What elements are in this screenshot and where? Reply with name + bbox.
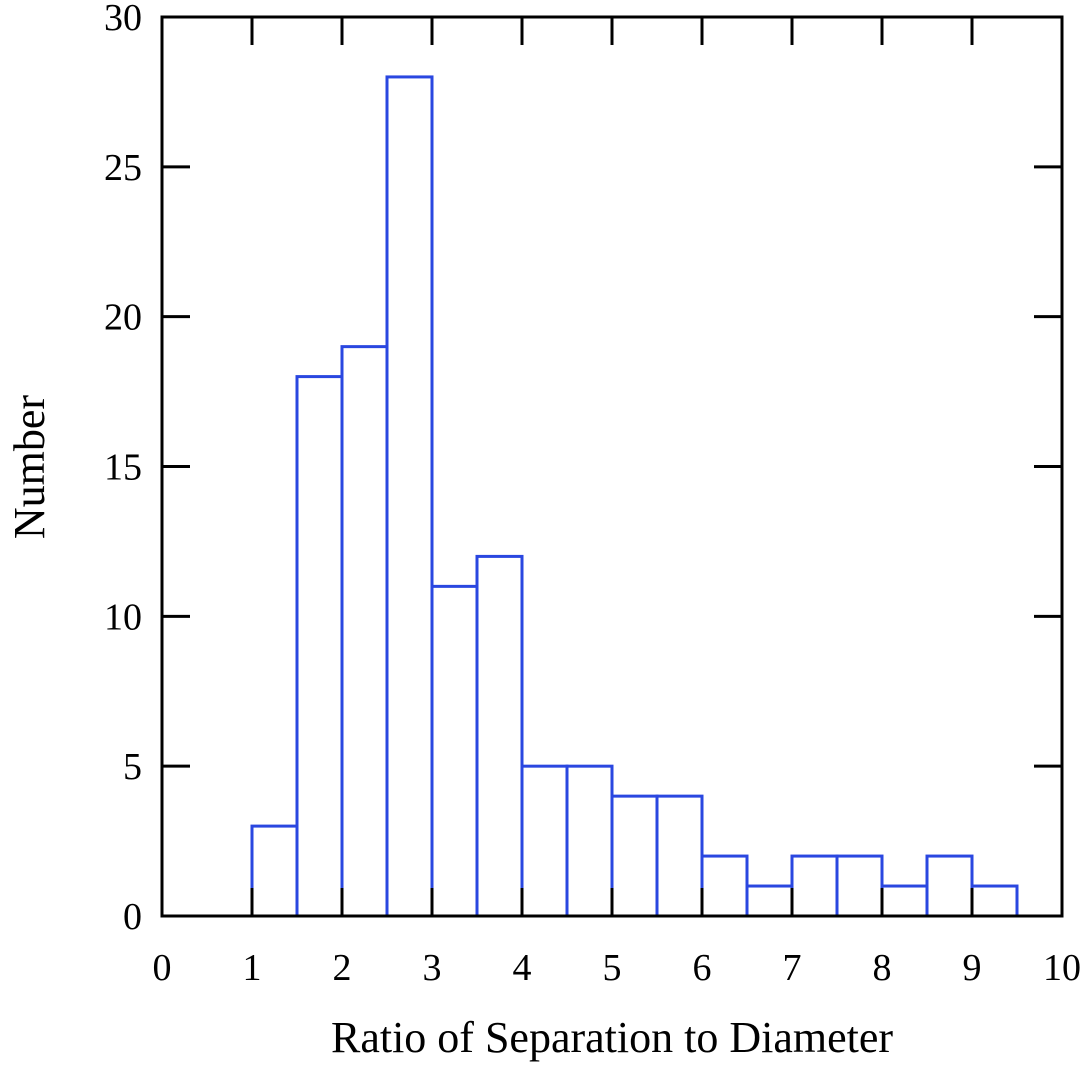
y-tick-label-0: 0 bbox=[123, 896, 142, 938]
histogram-bar-10 bbox=[700, 854, 749, 918]
x-tick-label-5: 5 bbox=[603, 947, 622, 989]
histogram-bar-2 bbox=[340, 345, 389, 918]
histogram-bar-9 bbox=[655, 794, 704, 918]
histogram-bar-14 bbox=[880, 884, 929, 918]
y-tick-label-3: 15 bbox=[104, 447, 142, 489]
histogram-bar-6 bbox=[520, 764, 569, 918]
y-tick-label-6: 30 bbox=[104, 0, 142, 39]
histogram-bar-4 bbox=[430, 584, 479, 918]
x-tick-label-8: 8 bbox=[873, 947, 892, 989]
histogram-bar-7 bbox=[565, 764, 614, 918]
x-axis-label: Ratio of Separation to Diameter bbox=[331, 1013, 893, 1062]
x-tick-label-2: 2 bbox=[333, 947, 352, 989]
histogram-bar-1 bbox=[295, 375, 344, 918]
x-tick-label-9: 9 bbox=[963, 947, 982, 989]
histogram-bar-12 bbox=[790, 854, 839, 918]
histogram-bar-11 bbox=[745, 884, 794, 918]
histogram-bars bbox=[250, 75, 1019, 918]
y-axis-tick-labels: 0 5 10 15 20 25 30 bbox=[104, 0, 142, 938]
x-tick-label-7: 7 bbox=[783, 947, 802, 989]
axis-ticks bbox=[162, 17, 1062, 916]
x-tick-label-6: 6 bbox=[693, 947, 712, 989]
x-axis-tick-labels: 0 1 2 3 4 5 6 7 8 9 10 bbox=[153, 947, 1082, 989]
histogram-bar-16 bbox=[970, 884, 1019, 918]
y-tick-label-5: 25 bbox=[104, 147, 142, 189]
x-tick-label-3: 3 bbox=[423, 947, 442, 989]
histogram-bar-15 bbox=[925, 854, 974, 918]
histogram-bar-0 bbox=[250, 824, 299, 918]
histogram-bar-13 bbox=[835, 854, 884, 918]
x-tick-label-0: 0 bbox=[153, 947, 172, 989]
x-tick-label-4: 4 bbox=[513, 947, 532, 989]
x-tick-label-1: 1 bbox=[243, 947, 262, 989]
y-tick-label-1: 5 bbox=[123, 746, 142, 788]
y-tick-label-4: 20 bbox=[104, 297, 142, 339]
histogram-bar-3 bbox=[385, 75, 434, 918]
x-tick-label-10: 10 bbox=[1043, 947, 1081, 989]
histogram-bar-8 bbox=[610, 794, 659, 918]
histogram-bar-5 bbox=[475, 554, 524, 918]
y-tick-label-2: 10 bbox=[104, 596, 142, 638]
y-axis-label: Number bbox=[5, 395, 54, 540]
